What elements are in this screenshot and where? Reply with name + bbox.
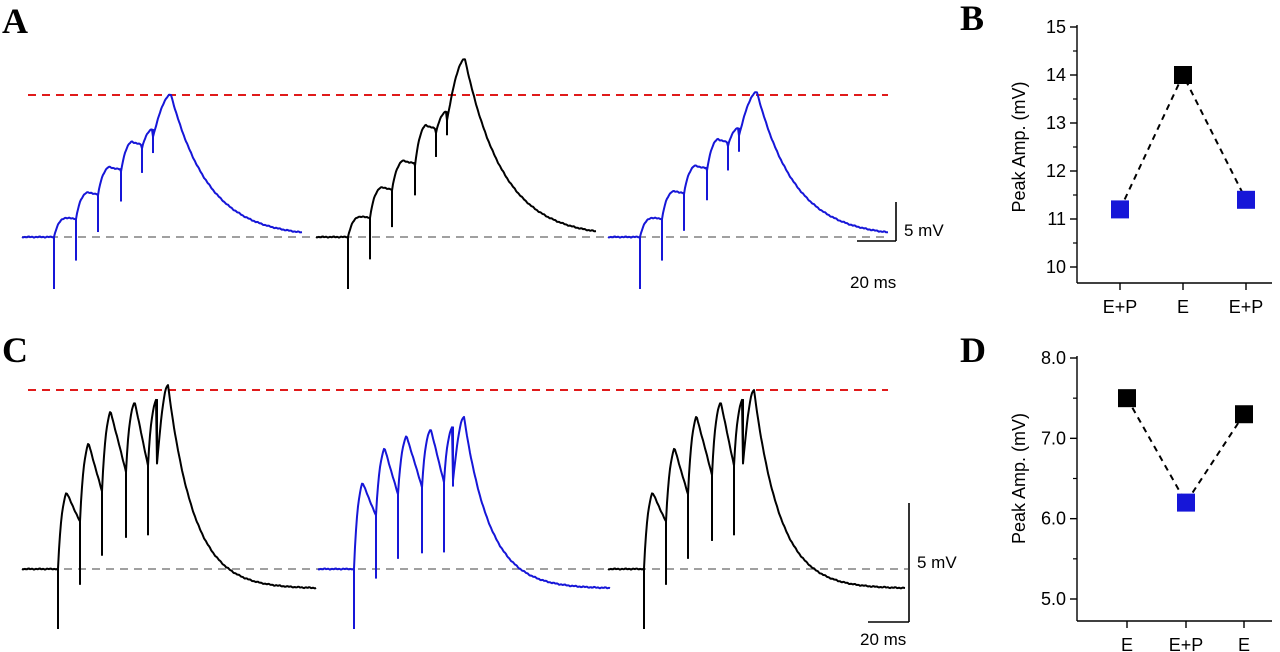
y-tick-label-b-2: 12 (1046, 161, 1066, 181)
scale-label-c-voltage: 5 mV (917, 553, 957, 572)
panel-letter-b: B (960, 0, 984, 38)
panel-b-plot: 10 11 12 13 14 15 E+P E E+P Peak Amp. (mV) (1009, 17, 1272, 317)
scale-label-c-time: 20 ms (860, 630, 906, 649)
x-tick-label-b-2: E+P (1229, 297, 1264, 317)
y-tick-label-b-5: 15 (1046, 17, 1066, 37)
y-tick-label-b-3: 13 (1046, 113, 1066, 133)
scale-label-a-time: 20 ms (850, 273, 896, 292)
data-point-b-3 (1237, 190, 1255, 209)
x-tick-label-b-0: E+P (1103, 297, 1138, 317)
y-axis-label-b: Peak Amp. (mV) (1009, 81, 1029, 212)
x-tick-label-d-1: E+P (1169, 635, 1204, 652)
panel-letter-c: C (2, 330, 28, 370)
y-axis-label-d: Peak Amp. (mV) (1009, 413, 1029, 544)
connector-d (1126, 397, 1245, 505)
connector-b (1119, 72, 1247, 210)
trace-c-3 (607, 389, 906, 590)
trace-a-2 (315, 58, 597, 239)
y-tick-label-d-0: 5.0 (1041, 589, 1066, 609)
trace-c-1 (21, 384, 317, 590)
panel-letter-d: D (960, 330, 986, 370)
y-tick-label-d-3: 8.0 (1041, 348, 1066, 368)
y-tick-label-b-4: 14 (1046, 65, 1066, 85)
y-tick-label-d-2: 7.0 (1041, 428, 1066, 448)
data-point-b-2 (1174, 66, 1192, 84)
y-tick-label-d-1: 6.0 (1041, 509, 1066, 529)
data-point-d-1 (1118, 389, 1136, 408)
data-point-d-2 (1177, 493, 1195, 512)
y-tick-label-b-0: 10 (1046, 257, 1066, 277)
panel-d-plot: 5.0 6.0 7.0 8.0 E E+P E Peak Amp. (mV) (1009, 348, 1272, 652)
panel-a-traces: 5 mV 20 ms (21, 58, 944, 292)
trace-a-3 (607, 91, 889, 239)
x-tick-label-d-0: E (1121, 635, 1133, 652)
data-point-b-1 (1111, 200, 1129, 219)
y-tick-label-b-1: 11 (1047, 209, 1066, 229)
panel-c-traces: 5 mV 20 ms (21, 384, 957, 649)
trace-a-1 (21, 93, 303, 239)
x-tick-label-b-1: E (1177, 297, 1189, 317)
trace-c-2 (317, 415, 611, 590)
x-tick-label-d-2: E (1238, 635, 1250, 652)
panel-letter-a: A (2, 1, 28, 41)
data-point-d-3 (1235, 405, 1253, 424)
scale-label-a-voltage: 5 mV (904, 221, 944, 240)
